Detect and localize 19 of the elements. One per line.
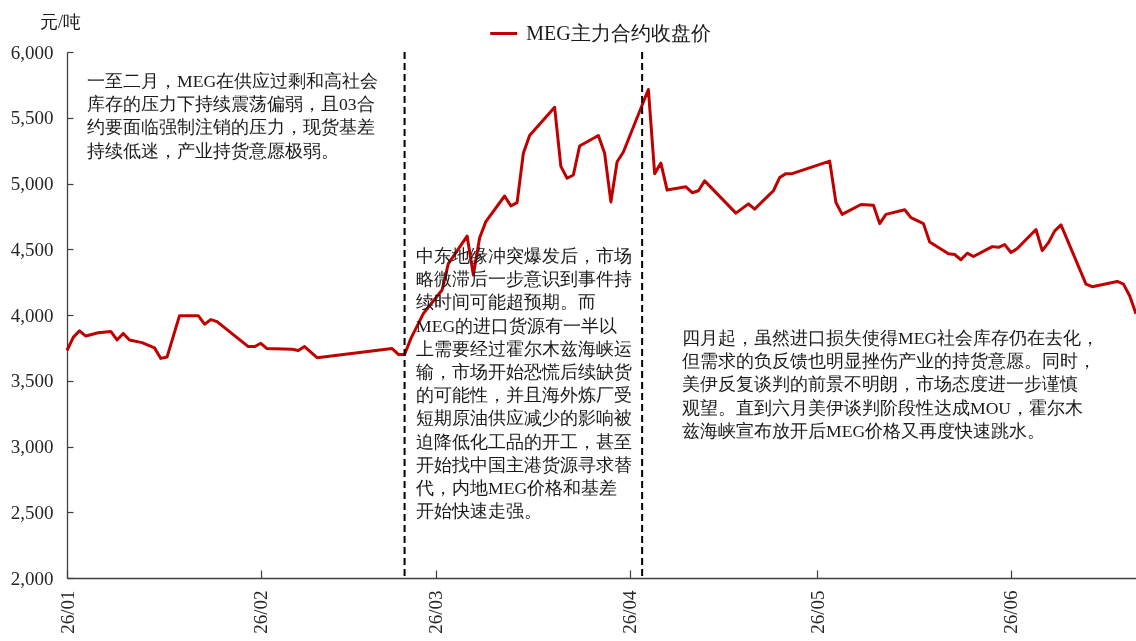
annotation: 一至二月，MEG在供应过剩和高社会库存的压力下持续震荡偏弱，且03合约要面临强制注销的压力，现货基差持续低迷，产业持货意愿极弱。 bbox=[87, 71, 379, 161]
x-tick-label: 26/05 bbox=[806, 590, 828, 634]
y-tick-label: 2,000 bbox=[10, 567, 54, 589]
y-axis-title: 元/吨 bbox=[39, 11, 82, 32]
y-tick-label: 6,000 bbox=[10, 41, 54, 63]
legend-label: MEG主力合约收盘价 bbox=[526, 21, 711, 44]
y-tick-label: 3,500 bbox=[10, 370, 54, 392]
y-tick-label: 5,000 bbox=[10, 173, 54, 194]
x-tick-label: 26/01 bbox=[56, 590, 78, 634]
y-tick-label: 5,500 bbox=[10, 107, 54, 129]
y-tick-label: 4,500 bbox=[10, 238, 54, 260]
annotation: 四月起，虽然进口损失使得MEG社会库存仍在去化，但需求的负反馈也明显挫伤产业的持货意愿。同时，美伊反复谈判的前景不明朗，市场态度进一步谨慎观望。直到六月美伊谈判阶段性达成MOU，霍尔木兹海峡宣布放开后MEG价格又再度快速跳水。 bbox=[682, 328, 1100, 441]
y-tick-label: 4,000 bbox=[10, 304, 54, 326]
y-tick-label: 3,000 bbox=[10, 436, 54, 457]
y-tick-label: 2,500 bbox=[10, 501, 54, 523]
x-tick-label: 26/02 bbox=[250, 590, 272, 634]
x-tick-label: 26/03 bbox=[425, 590, 447, 634]
x-tick-label: 26/06 bbox=[1000, 590, 1022, 634]
x-tick-label: 26/04 bbox=[619, 590, 641, 634]
